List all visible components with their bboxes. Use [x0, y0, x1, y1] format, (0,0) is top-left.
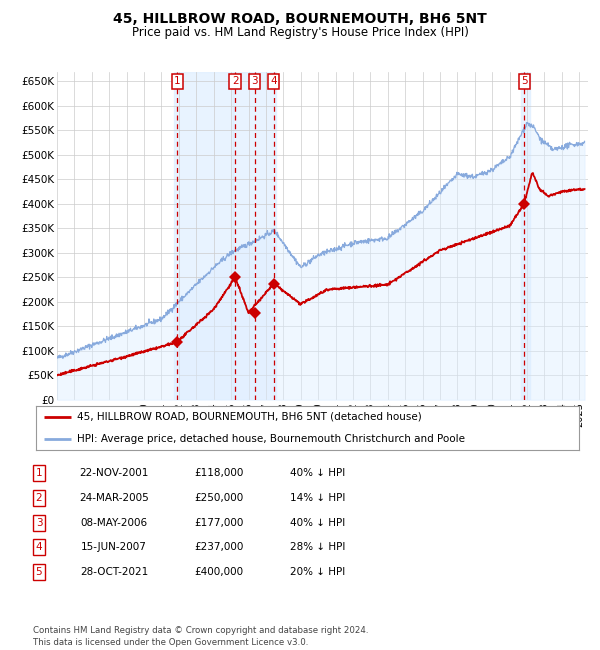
- Bar: [521, 72, 530, 400]
- Bar: [173, 72, 233, 400]
- Text: 20% ↓ HPI: 20% ↓ HPI: [290, 567, 346, 577]
- Text: £177,000: £177,000: [194, 517, 244, 528]
- Text: 2: 2: [232, 77, 238, 86]
- Text: 45, HILLBROW ROAD, BOURNEMOUTH, BH6 5NT (detached house): 45, HILLBROW ROAD, BOURNEMOUTH, BH6 5NT …: [77, 411, 421, 422]
- Text: 14% ↓ HPI: 14% ↓ HPI: [290, 493, 346, 503]
- Text: 22-NOV-2001: 22-NOV-2001: [79, 468, 149, 478]
- Text: Price paid vs. HM Land Registry's House Price Index (HPI): Price paid vs. HM Land Registry's House …: [131, 26, 469, 39]
- Text: 3: 3: [35, 517, 43, 528]
- Text: 3: 3: [251, 77, 258, 86]
- Text: 40% ↓ HPI: 40% ↓ HPI: [290, 517, 346, 528]
- Text: HPI: Average price, detached house, Bournemouth Christchurch and Poole: HPI: Average price, detached house, Bour…: [77, 434, 465, 444]
- Text: £250,000: £250,000: [194, 493, 244, 503]
- Bar: [233, 72, 277, 400]
- Text: 24-MAR-2005: 24-MAR-2005: [79, 493, 149, 503]
- Text: 45, HILLBROW ROAD, BOURNEMOUTH, BH6 5NT: 45, HILLBROW ROAD, BOURNEMOUTH, BH6 5NT: [113, 12, 487, 26]
- Text: £400,000: £400,000: [194, 567, 244, 577]
- Text: 5: 5: [35, 567, 43, 577]
- Text: £237,000: £237,000: [194, 542, 244, 552]
- Text: 28-OCT-2021: 28-OCT-2021: [80, 567, 148, 577]
- Text: 1: 1: [35, 468, 43, 478]
- Text: 28% ↓ HPI: 28% ↓ HPI: [290, 542, 346, 552]
- Text: 5: 5: [521, 77, 527, 86]
- Text: 40% ↓ HPI: 40% ↓ HPI: [290, 468, 346, 478]
- Text: 15-JUN-2007: 15-JUN-2007: [81, 542, 147, 552]
- Text: 1: 1: [174, 77, 181, 86]
- Text: 08-MAY-2006: 08-MAY-2006: [80, 517, 148, 528]
- Text: 4: 4: [35, 542, 43, 552]
- Text: £118,000: £118,000: [194, 468, 244, 478]
- Text: 2: 2: [35, 493, 43, 503]
- Text: Contains HM Land Registry data © Crown copyright and database right 2024.
This d: Contains HM Land Registry data © Crown c…: [33, 626, 368, 647]
- Text: 4: 4: [271, 77, 277, 86]
